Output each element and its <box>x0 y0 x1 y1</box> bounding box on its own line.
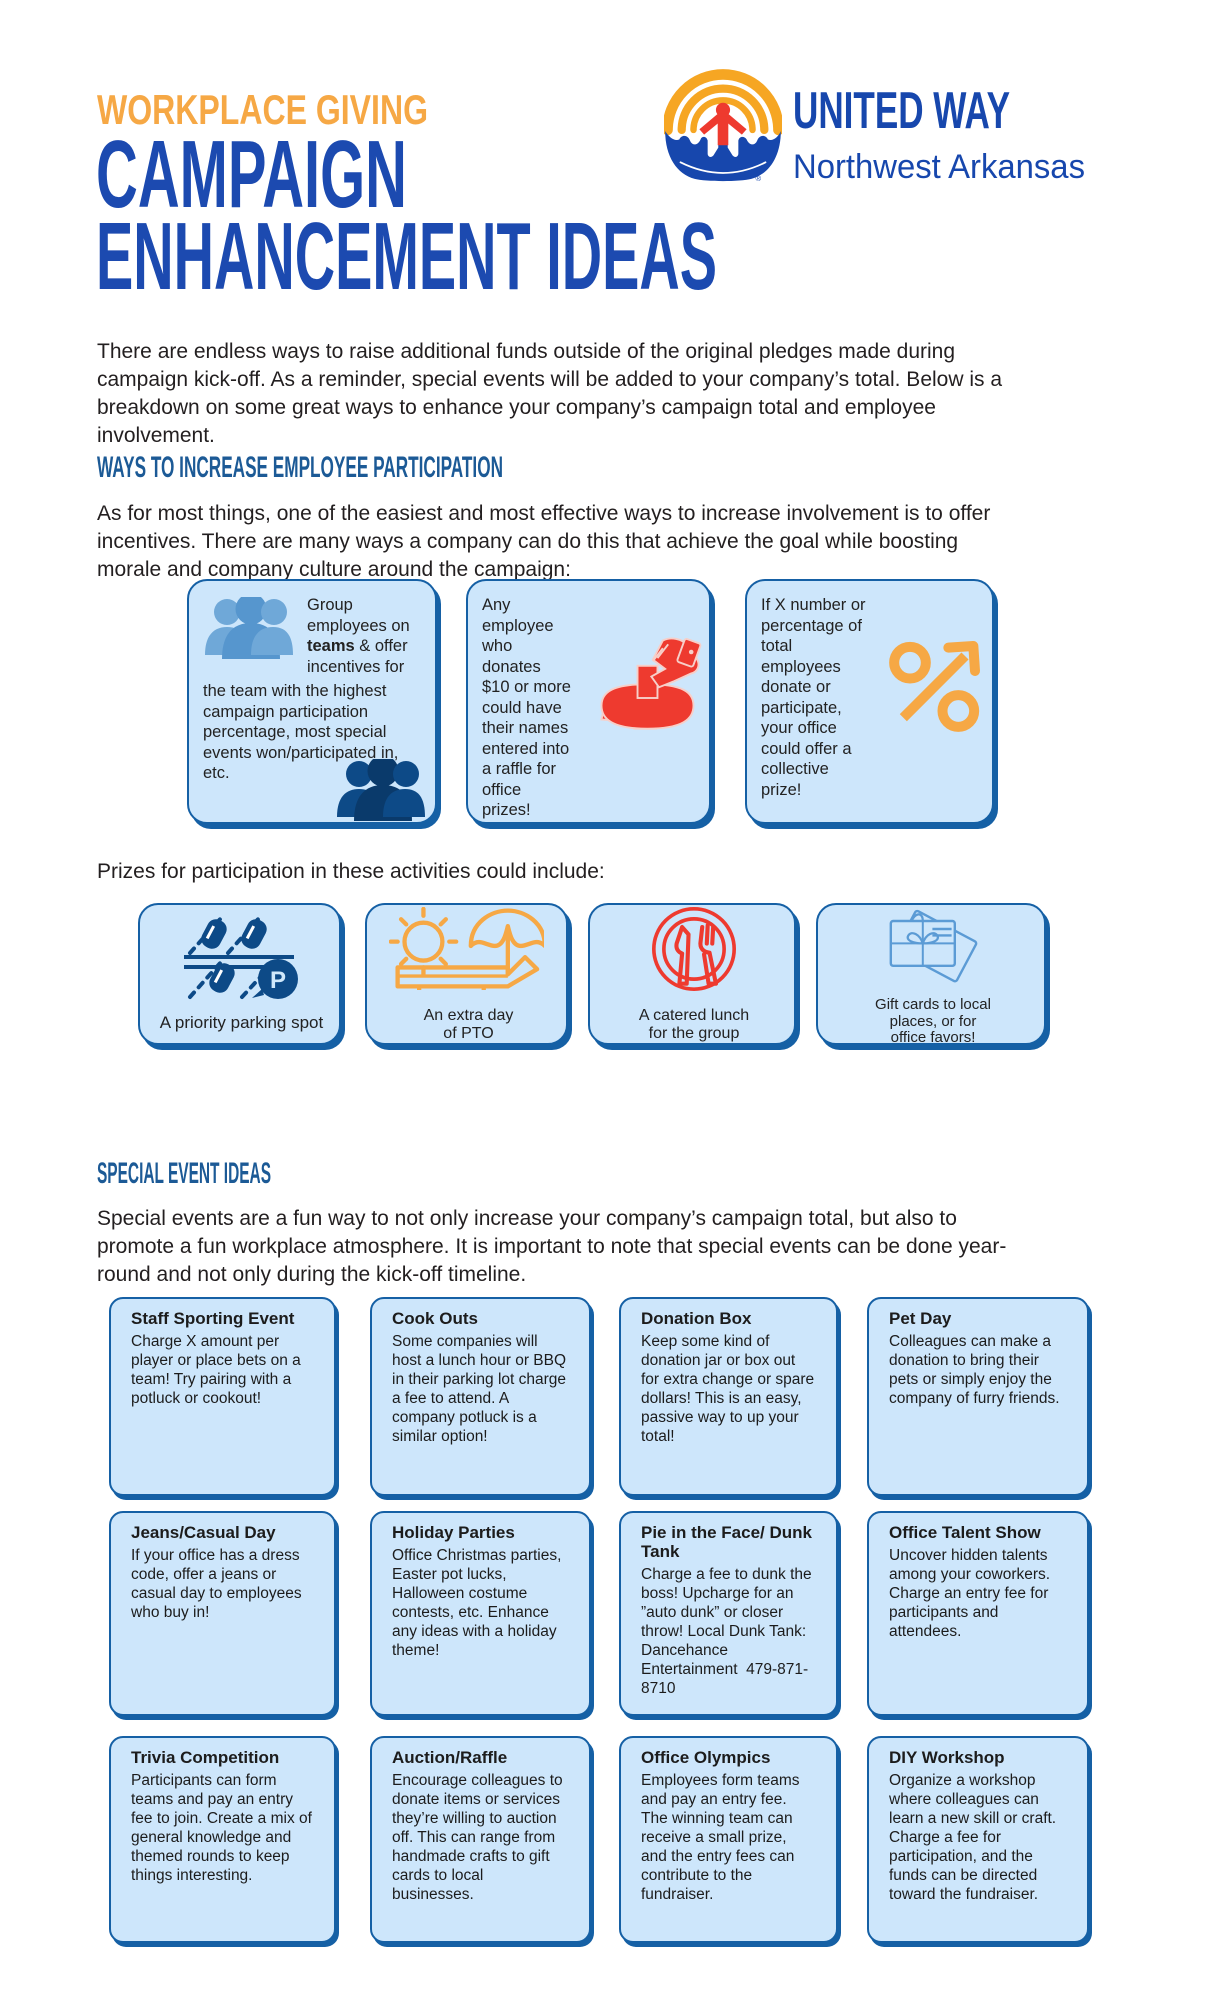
svg-text:SPECIAL EVENT IDEAS: SPECIAL EVENT IDEAS <box>97 1157 271 1190</box>
